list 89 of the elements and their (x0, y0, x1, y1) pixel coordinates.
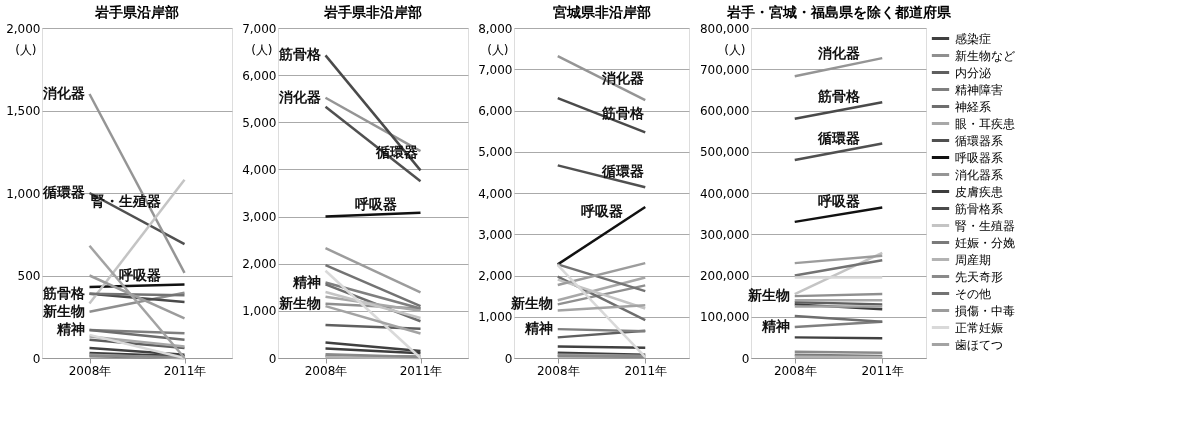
y-tick-label: 0 (741, 351, 750, 366)
y-tick-label: 5,000 (242, 115, 277, 130)
y-tick-label: 700,000 (699, 62, 750, 77)
legend-label: 妊娠・分娩 (955, 235, 1015, 250)
x-tick-label: 2011年 (399, 363, 443, 378)
legend-label: 新生物など (955, 48, 1015, 63)
y-tick-label: 0 (32, 351, 41, 366)
y-tick-label: 0 (268, 351, 277, 366)
annotation: 筋骨格 (601, 104, 646, 121)
x-tick-label: 2011年 (163, 363, 207, 378)
annotation: 循環器 (41, 184, 85, 200)
legend-label: 先天奇形 (955, 269, 1003, 284)
annotation: 呼吸器 (818, 193, 861, 210)
y-tick-label: 300,000 (699, 227, 750, 242)
legend-label: 呼吸器系 (955, 150, 1003, 165)
y-axis-title: (人) (15, 42, 37, 57)
x-tick-label: 2008年 (68, 363, 112, 378)
y-axis-title: (人) (251, 42, 273, 57)
annotation: 呼吸器 (354, 195, 397, 212)
y-tick-label: 0 (504, 351, 513, 366)
y-tick-label: 2,000 (6, 21, 41, 36)
annotation: 新生物 (277, 294, 321, 311)
legend-label: 筋骨格系 (955, 201, 1003, 216)
x-tick-label: 2011年 (861, 363, 905, 378)
annotation: 精神 (55, 320, 85, 337)
y-tick-label: 1,500 (6, 104, 41, 118)
legend-label: 内分泌 (955, 65, 991, 80)
legend-label: 消化器系 (955, 167, 1003, 182)
legend-label: 皮膚疾患 (955, 184, 1003, 199)
annotation: 消化器 (41, 85, 85, 101)
y-axis-title: (人) (487, 42, 509, 57)
y-tick-label: 500 (17, 269, 41, 283)
annotation: 精神 (291, 273, 321, 290)
annotation: 新生物 (41, 302, 85, 319)
chart-title: 宮城県非沿岸部 (552, 4, 651, 20)
legend-label: 周産期 (955, 252, 991, 267)
y-tick-label: 5,000 (478, 145, 513, 160)
legend-label: 正常妊娠 (955, 320, 1003, 335)
y-tick-label: 400,000 (699, 186, 750, 201)
annotation: 精神 (523, 320, 553, 337)
legend-label: 歯ほてつ (955, 337, 1003, 352)
y-tick-label: 6,000 (242, 68, 277, 83)
y-tick-label: 1,000 (6, 186, 41, 201)
chart-title: 岩手県非沿岸部 (323, 4, 422, 20)
y-tick-label: 600,000 (699, 104, 750, 118)
x-tick-label: 2011年 (624, 363, 668, 378)
annotation: 呼吸器 (118, 267, 161, 284)
annotation: 精神 (760, 318, 790, 335)
annotation: 新生物 (746, 287, 790, 304)
y-tick-label: 1,000 (242, 304, 277, 319)
y-tick-label: 100,000 (699, 310, 750, 325)
legend-label: 眼・耳疾患 (955, 116, 1015, 131)
y-tick-label: 1,000 (478, 310, 513, 325)
y-tick-label: 4,000 (242, 162, 277, 177)
legend-label: 循環器系 (955, 133, 1003, 148)
legend-label: 損傷・中毒 (955, 303, 1015, 318)
annotation: 消化器 (277, 88, 321, 105)
annotation: 新生物 (509, 295, 553, 312)
y-tick-label: 500,000 (699, 145, 750, 160)
y-tick-label: 7,000 (478, 62, 513, 77)
y-axis-title: (人) (724, 42, 746, 57)
chart-title: 岩手・宮城・福島県を除く都道府県 (725, 4, 952, 20)
annotation: 消化器 (817, 44, 861, 61)
annotation: 循環器 (601, 162, 645, 179)
y-tick-label: 7,000 (242, 21, 277, 36)
chart-title: 岩手県沿岸部 (94, 4, 179, 20)
x-tick-label: 2008年 (773, 363, 817, 378)
annotation: 循環器 (817, 129, 861, 146)
annotation: 呼吸器 (581, 203, 624, 220)
annotation: 筋骨格 (41, 284, 86, 301)
y-tick-label: 6,000 (478, 104, 513, 118)
legend-label: 精神障害 (955, 82, 1003, 97)
x-tick-label: 2008年 (304, 363, 348, 378)
y-tick-label: 800,000 (699, 21, 750, 36)
y-tick-label: 200,000 (699, 269, 750, 283)
y-tick-label: 4,000 (478, 186, 513, 201)
annotation: 筋骨格 (277, 46, 322, 63)
legend-label: 神経系 (955, 99, 991, 114)
y-tick-label: 3,000 (478, 227, 513, 242)
y-tick-label: 3,000 (242, 210, 277, 225)
y-tick-label: 2,000 (242, 257, 277, 272)
annotation: 消化器 (601, 70, 645, 87)
y-tick-label: 8,000 (478, 21, 513, 36)
legend-label: 腎・生殖器 (955, 218, 1015, 233)
x-tick-label: 2008年 (536, 363, 580, 378)
annotation: 筋骨格 (817, 88, 862, 105)
legend-label: その他 (955, 286, 991, 301)
y-tick-label: 2,000 (478, 269, 513, 283)
legend-label: 感染症 (955, 31, 991, 46)
